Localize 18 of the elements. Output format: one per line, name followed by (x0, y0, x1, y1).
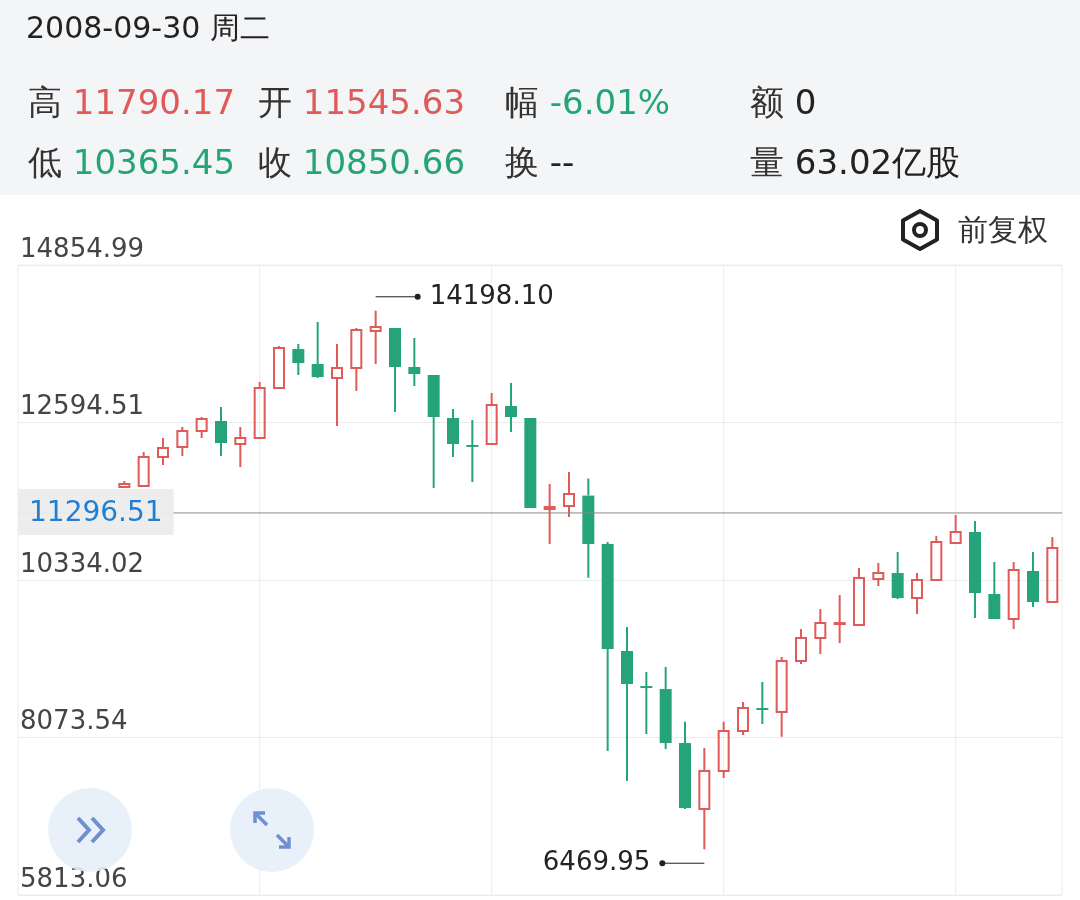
text: 前复权 (958, 211, 1048, 249)
ref-line-label: 11296.51 (29, 495, 163, 529)
text: 量 63.02亿股 (750, 142, 961, 182)
y-tick-label: 12594.51 (20, 390, 145, 421)
y-tick-label: 8073.54 (20, 705, 128, 736)
y-tick-label: 10334.02 (20, 547, 145, 578)
chart-title: 2008-09-30 周二 (26, 9, 270, 47)
text: 换 -- (505, 142, 575, 182)
text: 低 10365.45 (28, 142, 236, 182)
annotation: 6469.95 (542, 845, 651, 876)
text: 收 10850.66 (258, 142, 466, 182)
text: 额 0 (750, 82, 817, 122)
y-tick-label: 5813.06 (20, 862, 128, 893)
annotation: 14198.10 (429, 279, 554, 310)
text: 高 11790.17 (28, 82, 236, 122)
y-tick-label: 14854.99 (20, 232, 145, 263)
text: 幅 -6.01% (505, 82, 671, 122)
text: 开 11545.63 (258, 82, 466, 122)
